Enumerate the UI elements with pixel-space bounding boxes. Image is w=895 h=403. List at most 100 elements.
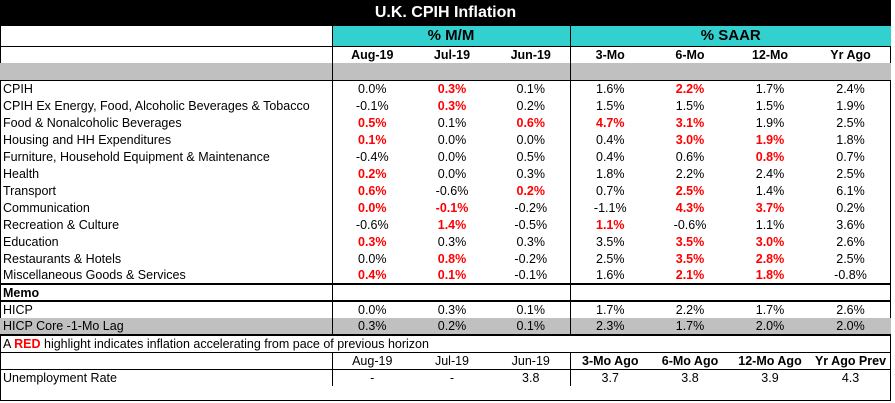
table-row: CPIH 0.0% 0.3% 0.1% 1.6% 2.2% 1.7% 2.4% [0,79,892,97]
value-cell: 0.6% [650,148,730,165]
value-cell: 3.8 [492,368,571,386]
inflation-table: % M/M % SAAR Aug-19 Jul-19 Jun-19 3-Mo 6-Mo 1… [0,26,892,386]
value-cell: 1.6% [570,79,650,97]
value-text: 0.1% [437,115,467,130]
value-text: 1.1% [596,217,625,232]
row-label: CPIH Ex Energy, Food, Alcoholic Beverage… [0,97,333,114]
column-header: 3-Mo [570,45,650,63]
value-cell: 1.4% [730,182,810,199]
value-cell: 0.2% [412,318,492,335]
value-text: 0.8% [755,149,785,164]
value-cell: 0.1% [412,114,492,131]
value-cell: 6.1% [810,182,891,199]
value-text: 0.5% [358,115,387,130]
note-prefix: A [3,336,15,351]
value-cell: 4.3% [650,199,730,216]
value-text: 0.3% [516,166,546,181]
value-text: 0.2% [516,183,546,198]
value-cell: 0.4% [332,267,412,284]
value-text: 1.5% [755,98,785,113]
value-cell: 0.4% [570,148,650,165]
column-header: 12-Mo [730,45,810,63]
column-header: Yr Ago Prev [810,351,892,369]
value-cell: 0.0% [332,300,412,318]
value-cell: 0.1% [492,300,571,318]
value-text: -0.6% [355,217,389,232]
value-cell: 2.1% [650,267,730,284]
value-cell: 3.1% [650,114,730,131]
table-row: HICP 0.0% 0.3% 0.1% 1.7% 2.2% 1.7% 2.6% [0,300,892,318]
value-cell: 2.4% [810,79,892,97]
value-text: 3.5% [596,234,625,249]
value-cell: 0.1% [412,267,492,284]
blank-cell [492,283,571,301]
value-text: 3.5% [675,251,705,266]
table-row: Housing and HH Expenditures 0.1% 0.0% 0.0% 0… [0,131,891,148]
column-header-row: Aug-19 Jul-19 Jun-19 3-Mo 6-Mo 12-Mo Yr Ago [0,45,892,63]
value-text: -1.1% [593,200,627,215]
value-text: -0.2% [514,251,548,266]
value-cell: 3.9 [730,368,810,386]
value-text: 0.0% [437,132,467,147]
value-cell: 0.3% [412,300,492,318]
row-label: HICP [0,300,333,318]
note-suffix: highlight indicates inflation accelerati… [40,336,429,351]
value-text: 0.1% [358,132,387,147]
value-text: 2.5% [675,183,705,198]
value-text: 1.4% [755,183,785,198]
value-text: 0.3% [437,98,467,113]
value-cell: - [412,368,492,386]
value-text: 0.6% [358,183,387,198]
blank-cell [332,283,412,301]
value-text: 3.5% [675,234,705,249]
value-cell: 0.0% [332,79,412,97]
table-row: Unemployment Rate - -3.8 3.7 3.8 3.9 4.3 [0,368,892,386]
column-header: Jul-19 [412,45,492,63]
value-text: 2.4% [836,81,865,96]
value-text: 0.0% [437,166,467,181]
value-cell: -0.8% [810,267,891,284]
value-text: 4.7% [596,115,625,130]
row-label: Restaurants & Hotels [0,250,333,267]
group-header-row: % M/M % SAAR [0,26,892,46]
value-cell: 0.7% [570,182,650,199]
value-cell: 2.5% [810,114,891,131]
blank-cell [650,283,730,301]
blank-cell [0,351,333,369]
value-cell: 2.2% [650,165,730,182]
value-cell: -0.6% [650,216,730,233]
table-row: Health 0.2% 0.0% 0.3% 1.8% 2.2% 2.4% 2.5% [0,165,891,182]
value-text: 2.8% [755,251,785,266]
value-text: 0.0% [358,81,387,96]
value-text: 0.1% [437,268,467,282]
blank-cell [810,283,892,301]
value-text: 1.9% [755,132,785,147]
value-text: 0.1% [516,81,546,96]
value-cell: - [332,368,412,386]
column-header: Jun-19 [492,351,571,369]
value-cell: 2.4% [730,165,810,182]
memo-row: Memo [0,283,892,301]
value-cell: -0.6% [412,182,492,199]
value-cell: 0.3% [412,233,492,250]
value-cell: 0.0% [412,131,492,148]
value-cell: 0.7% [810,148,891,165]
value-text: -0.1% [435,200,469,215]
value-text: -0.6% [435,183,469,198]
value-cell: 1.1% [730,216,810,233]
value-cell: 1.6% [570,267,650,284]
value-cell: 1.8% [570,165,650,182]
value-cell: 4.3 [810,368,892,386]
value-cell: 3.6% [810,216,891,233]
column-header: 3-Mo Ago [570,351,650,369]
row-label: Housing and HH Expenditures [0,131,333,148]
value-text: 0.4% [596,149,625,164]
value-cell: 0.1% [492,79,571,97]
value-text: 1.8% [836,132,865,147]
table-row: Transport 0.6% -0.6% 0.2% 0.7% 2.5% 1.4% 6.1% [0,182,891,199]
row-label: Unemployment Rate [0,368,333,386]
blank-cell [412,283,492,301]
value-text: 1.5% [596,98,625,113]
value-text: 3.0% [755,234,785,249]
row-label: Recreation & Culture [0,216,333,233]
